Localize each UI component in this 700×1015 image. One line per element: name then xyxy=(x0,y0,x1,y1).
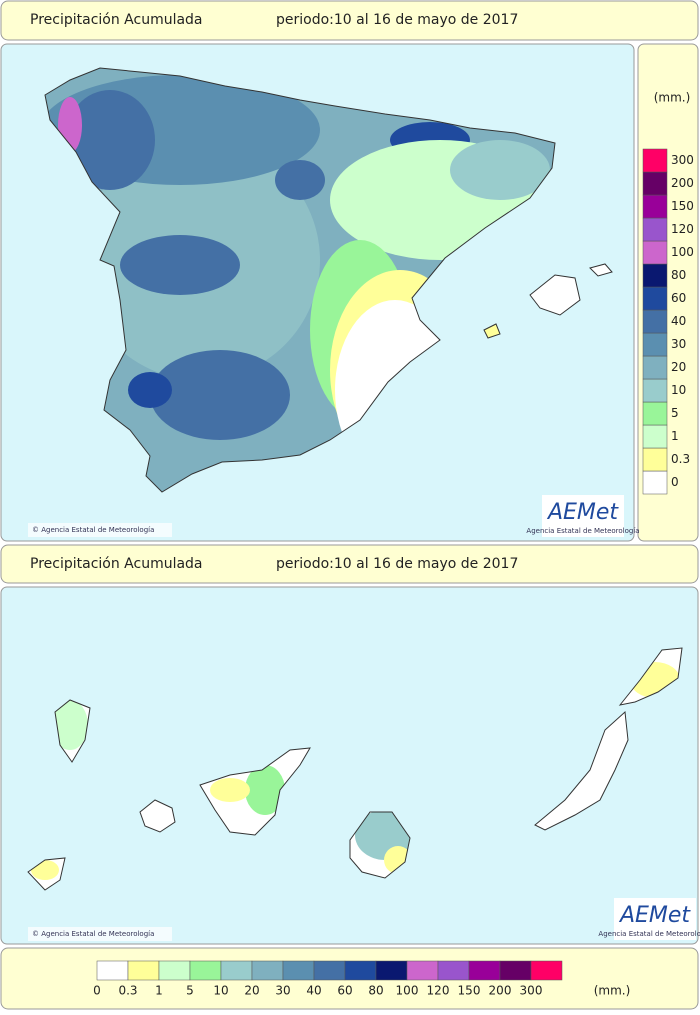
legend-swatch xyxy=(468,960,501,981)
legend-swatch xyxy=(375,960,408,981)
legend-unit: (mm.) xyxy=(594,984,631,998)
logo-subtitle: Agencia Estatal de Meteorología xyxy=(598,930,700,938)
legend-label: 100 xyxy=(671,245,694,259)
legend-label: 10 xyxy=(671,383,686,397)
logo: AEMet xyxy=(546,500,619,525)
legend-label: 1 xyxy=(155,984,163,998)
map-panel xyxy=(0,586,699,945)
legend-unit: (mm.) xyxy=(654,91,691,105)
logo-box xyxy=(614,898,696,940)
legend-swatch xyxy=(642,240,668,265)
logo-box xyxy=(542,495,624,537)
legend-swatch xyxy=(282,960,315,981)
title: Precipitación Acumulada xyxy=(30,12,203,28)
legend-swatch xyxy=(642,194,668,219)
legend-label: 30 xyxy=(671,337,686,351)
legend-swatch xyxy=(642,171,668,196)
legend-label: 20 xyxy=(244,984,259,998)
legend-swatch xyxy=(642,447,668,472)
legend-swatch xyxy=(437,960,470,981)
legend-label: 20 xyxy=(671,360,686,374)
legend-swatch xyxy=(642,378,668,403)
balearic-islands xyxy=(483,263,613,339)
legend-swatch xyxy=(406,960,439,981)
legend-label: 150 xyxy=(458,984,481,998)
legend-label: 0 xyxy=(671,475,679,489)
legend-label: 120 xyxy=(427,984,450,998)
legend-swatch xyxy=(499,960,532,981)
period: periodo:10 al 16 de mayo de 2017 xyxy=(276,12,518,28)
legend-label: 80 xyxy=(368,984,383,998)
legend-swatch xyxy=(220,960,253,981)
logo: AEMet xyxy=(618,903,691,928)
legend-label: 40 xyxy=(306,984,321,998)
legend-swatch xyxy=(127,960,160,981)
legend-label: 0.3 xyxy=(671,452,690,466)
legend-label: 150 xyxy=(671,199,694,213)
legend-label: 60 xyxy=(671,291,686,305)
legend-swatch xyxy=(642,355,668,380)
legend-swatch xyxy=(642,263,668,288)
legend-label: 300 xyxy=(671,153,694,167)
legend-swatch xyxy=(96,960,129,981)
header-box xyxy=(0,0,699,41)
legend-label: 200 xyxy=(489,984,512,998)
legend-swatch xyxy=(642,401,668,426)
legend-label: 300 xyxy=(520,984,543,998)
legend-swatch xyxy=(530,960,563,981)
credit: © Agencia Estatal de Meteorología xyxy=(32,526,154,534)
logo-subtitle: Agencia Estatal de Meteorología xyxy=(526,527,639,535)
legend-swatch xyxy=(313,960,346,981)
period: periodo:10 al 16 de mayo de 2017 xyxy=(276,556,518,572)
legend-swatch xyxy=(642,424,668,449)
legend-label: 30 xyxy=(275,984,290,998)
legend-label: 5 xyxy=(186,984,194,998)
legend-label: 1 xyxy=(671,429,679,443)
legend-label: 10 xyxy=(213,984,228,998)
header-box xyxy=(0,544,699,584)
legend-label: 0 xyxy=(93,984,101,998)
legend-label: 40 xyxy=(671,314,686,328)
legend-swatch xyxy=(642,470,668,495)
legend-label: 100 xyxy=(396,984,419,998)
legend-swatch xyxy=(158,960,191,981)
credit-box xyxy=(28,523,172,537)
legend-label: 80 xyxy=(671,268,686,282)
legend-swatch xyxy=(642,286,668,311)
legend-label: 120 xyxy=(671,222,694,236)
legend-swatch xyxy=(642,332,668,357)
legend-label: 60 xyxy=(337,984,352,998)
legend-swatch xyxy=(344,960,377,981)
canary-coastline xyxy=(27,647,683,891)
legend-label: 5 xyxy=(671,406,679,420)
legend-label: 0.3 xyxy=(118,984,137,998)
legend-swatch xyxy=(642,148,668,173)
legend-swatch xyxy=(189,960,222,981)
credit-box xyxy=(28,927,172,941)
legends: 0 0.3 1 5 10 20 30 40 60 80 100 120 150 200 300 0 0.3 1 5 1… xyxy=(93,148,694,998)
credit: © Agencia Estatal de Meteorología xyxy=(32,930,154,938)
legend-label: 200 xyxy=(671,176,694,190)
legend-swatch xyxy=(642,217,668,242)
legend-swatch xyxy=(642,309,668,334)
legend-swatch xyxy=(251,960,284,981)
title: Precipitación Acumulada xyxy=(30,556,203,572)
